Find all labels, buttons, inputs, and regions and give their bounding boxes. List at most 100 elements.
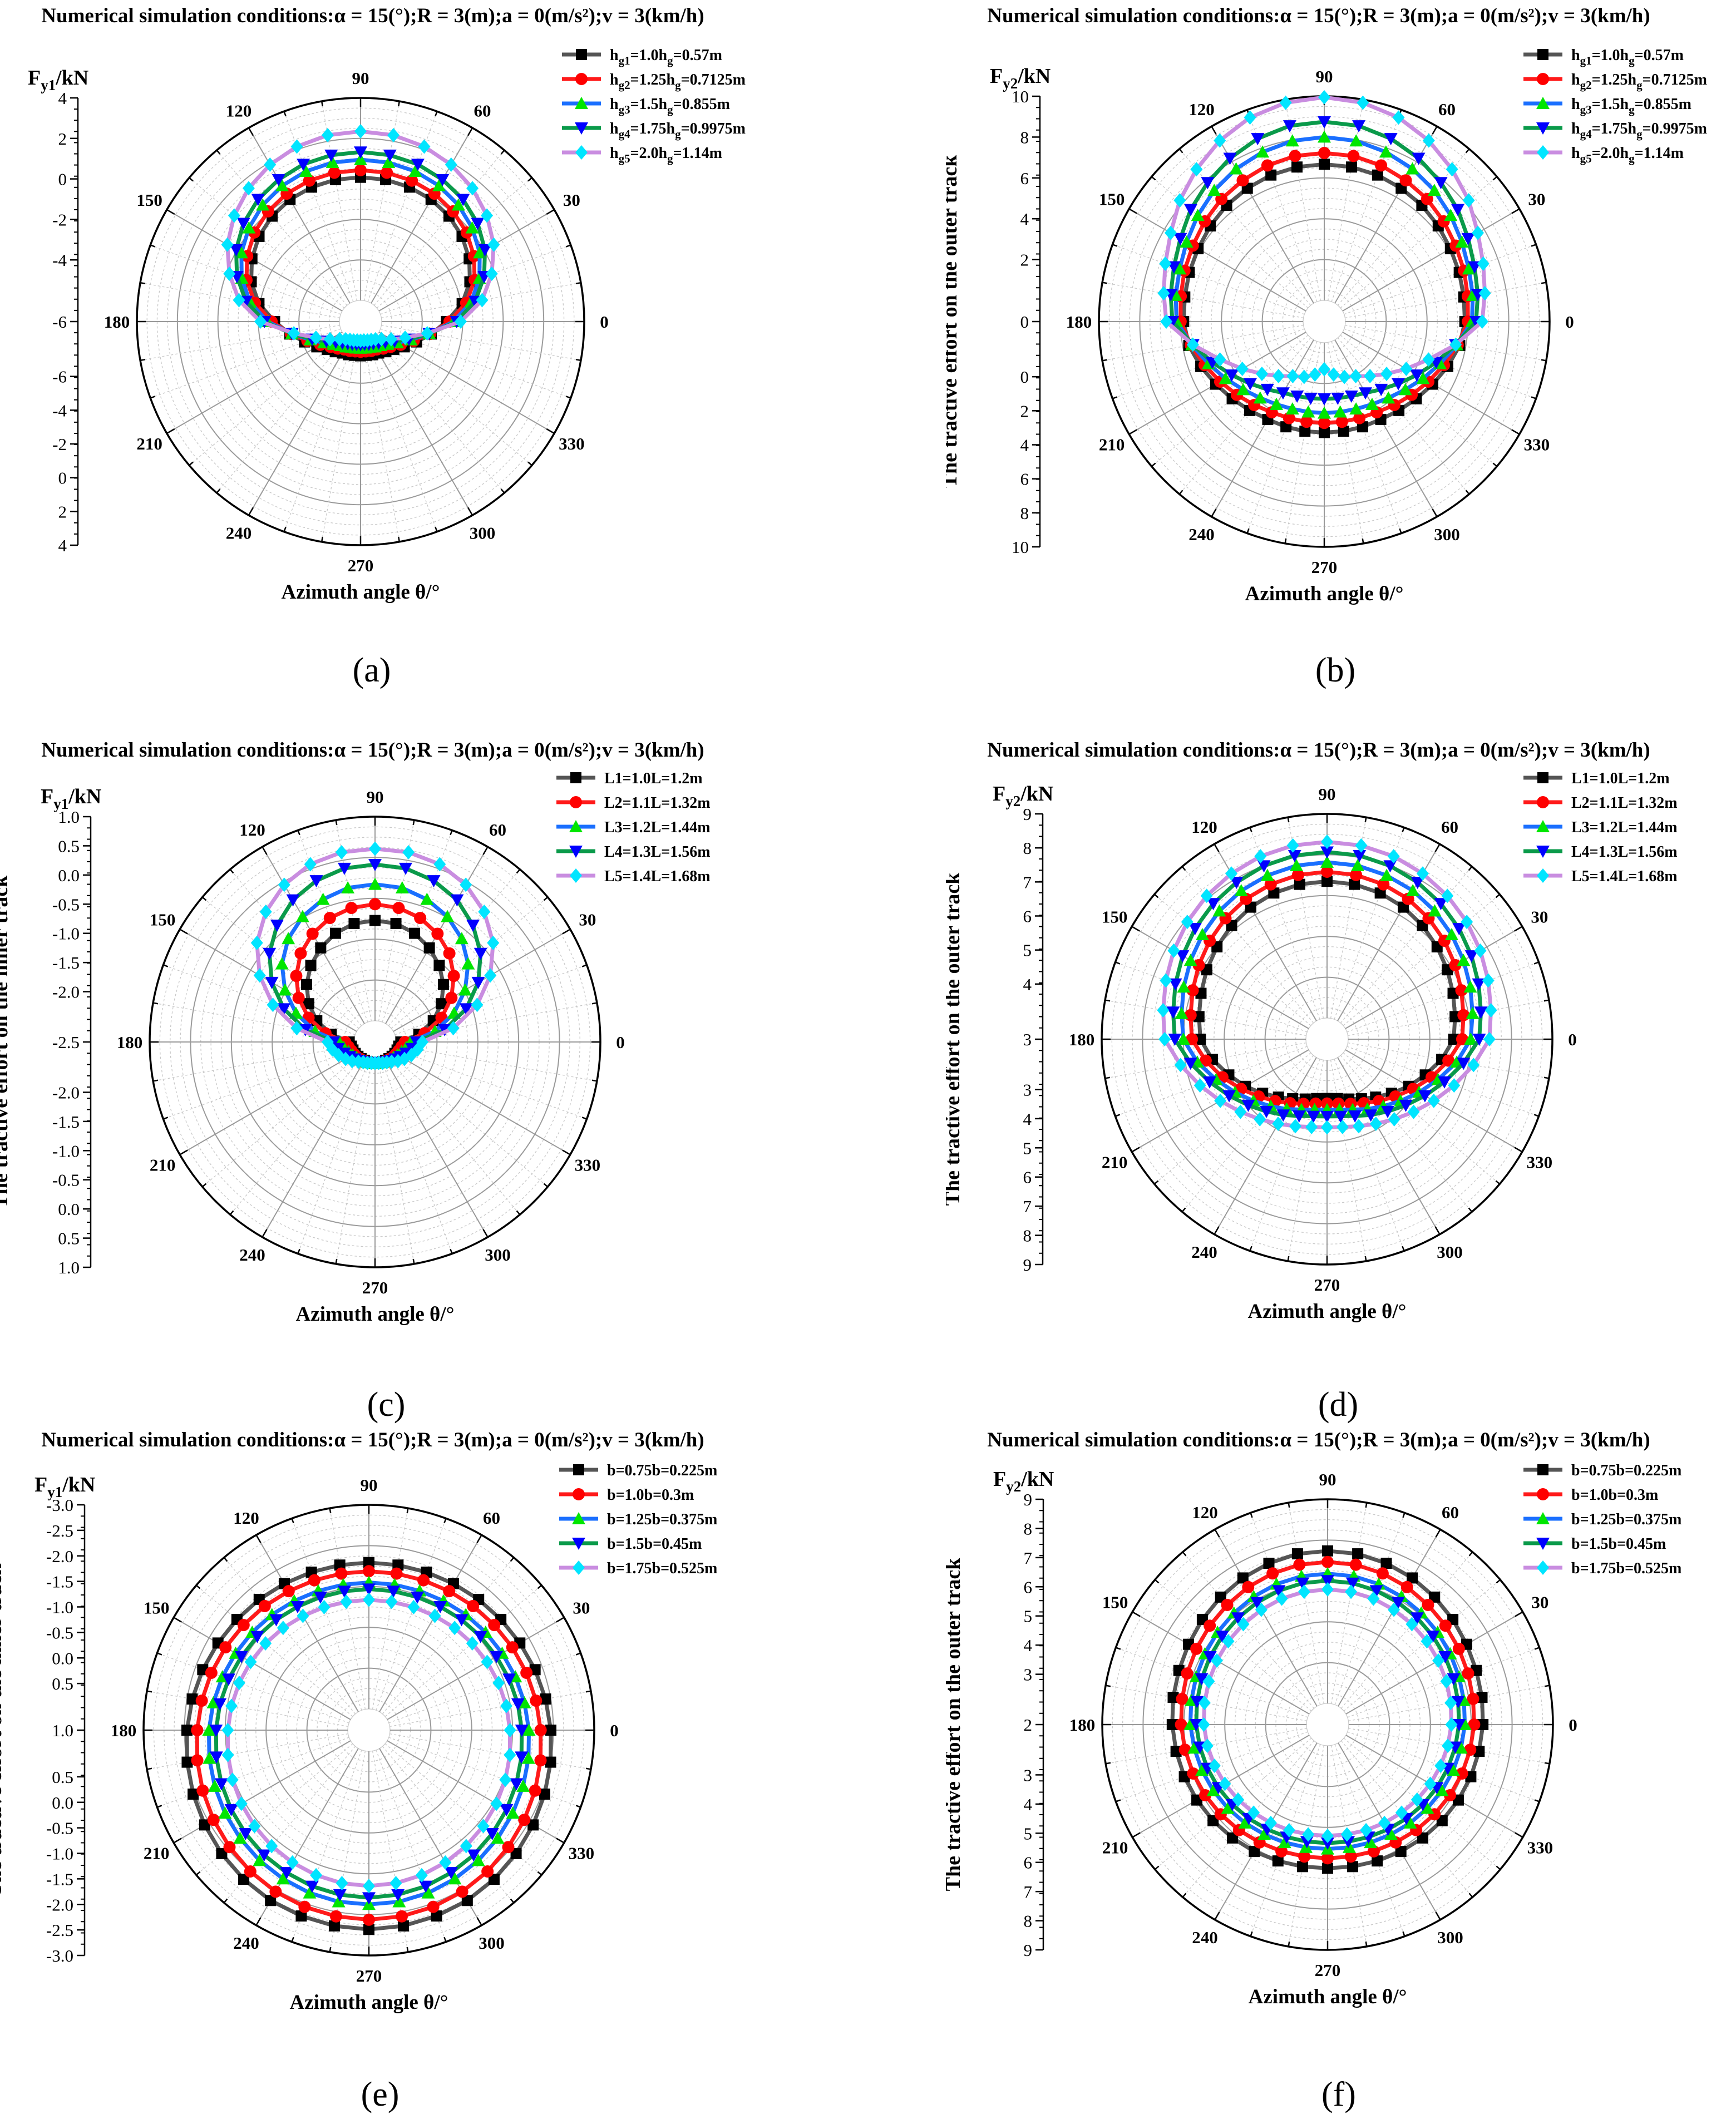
data-point bbox=[1168, 978, 1182, 991]
data-point bbox=[346, 1054, 358, 1069]
ring-tick bbox=[562, 1149, 571, 1155]
data-point bbox=[500, 1804, 514, 1816]
legend-sub2: g bbox=[1629, 152, 1635, 165]
legend-main: b=1.75b=0.525m bbox=[607, 1560, 717, 1577]
data-point bbox=[1167, 1692, 1179, 1703]
grid-spoke bbox=[1179, 337, 1311, 495]
data-point bbox=[455, 932, 468, 945]
data-point bbox=[1173, 233, 1187, 245]
data-point bbox=[1283, 412, 1295, 424]
angle-label: 150 bbox=[1102, 907, 1128, 927]
data-point bbox=[517, 1696, 531, 1708]
legend-marker bbox=[575, 122, 588, 135]
data-point bbox=[1195, 928, 1209, 941]
data-point bbox=[1438, 1651, 1452, 1663]
data-point bbox=[409, 927, 421, 939]
grid-spoke bbox=[1343, 894, 1500, 1026]
data-point bbox=[363, 1924, 374, 1935]
ring-tick bbox=[482, 1229, 489, 1238]
panel-caption: (b) bbox=[1315, 651, 1355, 689]
ring-tick bbox=[1288, 1941, 1290, 1947]
data-point bbox=[1244, 110, 1256, 125]
grid-spoke bbox=[1151, 334, 1309, 467]
data-point bbox=[354, 146, 367, 159]
legend-sub2: g bbox=[1636, 127, 1643, 141]
ring-tick bbox=[1112, 244, 1118, 247]
data-point bbox=[381, 166, 393, 179]
data-point bbox=[477, 1819, 490, 1834]
data-point bbox=[1352, 120, 1366, 133]
axis-tick-label: -0.5 bbox=[46, 1623, 73, 1642]
data-point bbox=[1166, 1719, 1178, 1730]
angle-label: 330 bbox=[575, 1155, 601, 1175]
ring-tick bbox=[1214, 1226, 1220, 1235]
data-point bbox=[443, 947, 456, 960]
data-point bbox=[1435, 1784, 1449, 1796]
data-point bbox=[1299, 1840, 1313, 1853]
data-point bbox=[1422, 352, 1435, 367]
legend-rest: =2.0h bbox=[1592, 145, 1629, 162]
data-point bbox=[1388, 1602, 1400, 1617]
data-point bbox=[1298, 1850, 1311, 1863]
data-point bbox=[304, 857, 317, 872]
data-point bbox=[1464, 1743, 1477, 1756]
ring-tick bbox=[1214, 843, 1220, 852]
data-point bbox=[1446, 162, 1458, 177]
data-point bbox=[1485, 1003, 1497, 1018]
ring-tick bbox=[537, 1871, 542, 1876]
grid-spoke bbox=[394, 964, 587, 1035]
data-point bbox=[269, 1614, 283, 1627]
data-point bbox=[1392, 378, 1405, 391]
data-point bbox=[1270, 397, 1284, 410]
grid-spoke bbox=[157, 1652, 349, 1723]
data-point bbox=[363, 1913, 375, 1926]
data-point bbox=[490, 1651, 504, 1663]
legend-main: b=1.5b=0.45m bbox=[607, 1535, 702, 1553]
ring-tick bbox=[575, 1652, 581, 1656]
ring-tick bbox=[1288, 1502, 1290, 1508]
data-point bbox=[1378, 1815, 1391, 1830]
data-point bbox=[209, 1725, 223, 1737]
data-point bbox=[354, 124, 367, 139]
data-point bbox=[487, 237, 500, 252]
legend-rest: =1.25h bbox=[630, 71, 675, 88]
angle-label: 0 bbox=[610, 1721, 619, 1740]
axis-tick-label: 0.5 bbox=[58, 836, 80, 856]
axis-tick-label: 0 bbox=[58, 468, 67, 488]
ring-tick bbox=[1533, 961, 1540, 965]
axis-tick-label: 8 bbox=[1024, 1912, 1033, 1931]
data-point bbox=[369, 841, 381, 856]
data-point bbox=[297, 159, 310, 171]
data-point bbox=[1279, 95, 1292, 110]
data-point bbox=[1285, 134, 1299, 147]
data-point bbox=[510, 1778, 524, 1791]
axis-tick-label: -2 bbox=[52, 434, 67, 454]
ring-tick bbox=[189, 461, 194, 466]
grid-spoke bbox=[1250, 1513, 1321, 1705]
grid-spoke bbox=[1348, 1042, 1549, 1079]
chart-title: Numerical simulation conditions:α = 15(°… bbox=[41, 1429, 704, 1451]
grid-spoke bbox=[387, 1617, 565, 1720]
data-point bbox=[1236, 362, 1249, 377]
data-point bbox=[1412, 152, 1426, 165]
data-point bbox=[225, 1698, 238, 1713]
legend-label: b=1.25b=0.375m bbox=[607, 1511, 717, 1528]
legend-main: b=1.5b=0.45m bbox=[1571, 1535, 1666, 1553]
ring-tick bbox=[1132, 1832, 1141, 1838]
data-point bbox=[1278, 1836, 1291, 1849]
axis-tick-label: -6 bbox=[52, 367, 67, 387]
legend-sub: g5 bbox=[1580, 152, 1592, 165]
data-point bbox=[1191, 209, 1205, 221]
data-point bbox=[335, 844, 348, 860]
legend-tail: =0.57m bbox=[673, 47, 722, 64]
data-point bbox=[1322, 1863, 1333, 1874]
data-point bbox=[275, 179, 289, 191]
ring-tick bbox=[1541, 281, 1547, 284]
data-point bbox=[427, 875, 441, 888]
legend-tail: =0.9975m bbox=[1643, 120, 1707, 137]
ring-tick bbox=[546, 209, 555, 215]
data-point bbox=[419, 1880, 433, 1893]
ring-tick bbox=[527, 461, 532, 466]
data-point bbox=[1183, 1058, 1197, 1070]
data-point bbox=[354, 153, 367, 166]
